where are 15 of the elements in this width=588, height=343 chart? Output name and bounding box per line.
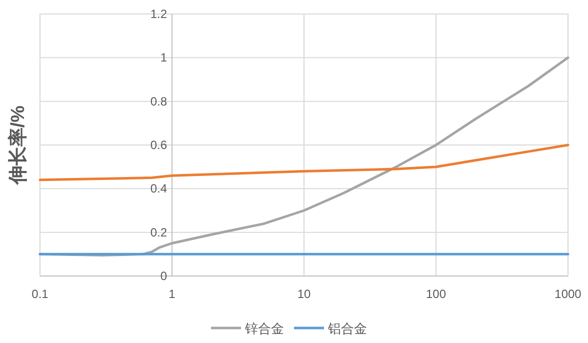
y-tick-label: 0.8 xyxy=(150,94,168,108)
y-tick-label: 0.2 xyxy=(150,225,168,240)
y-tick-label: 1 xyxy=(160,50,168,65)
y-axis-title: 伸长率/% xyxy=(7,105,29,186)
x-tick-label: 10 xyxy=(297,287,311,301)
y-tick-label: 0 xyxy=(160,269,168,283)
x-tick-label: 100 xyxy=(426,287,446,301)
y-tick-label: 0.4 xyxy=(150,182,168,196)
x-tick-label: 0.1 xyxy=(32,287,49,301)
y-tick-label: 0.6 xyxy=(150,138,168,152)
legend-label: 铝合金 xyxy=(327,321,367,336)
y-tick-label: 1.2 xyxy=(150,7,168,21)
x-tick-label: 1 xyxy=(168,287,176,301)
x-tick-label: 1000 xyxy=(554,287,582,301)
legend-label: 锌合金 xyxy=(244,321,284,336)
